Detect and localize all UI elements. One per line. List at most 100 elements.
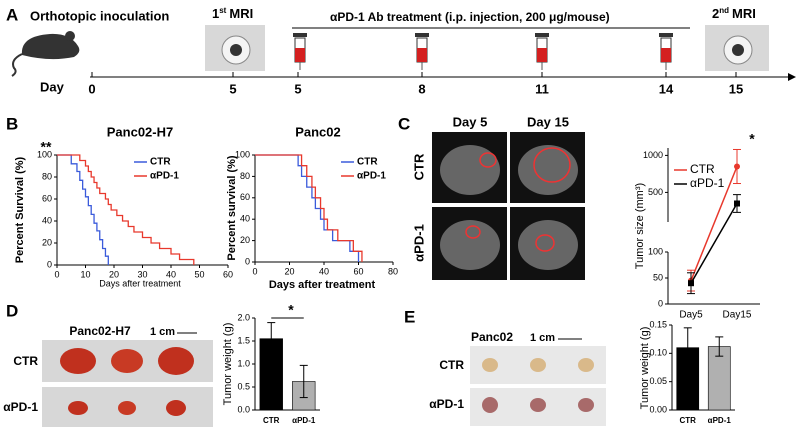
x-tick-label: CTR	[680, 416, 697, 425]
y-tick-label: 0.10	[649, 348, 667, 358]
y-tick-label: 0.5	[237, 381, 250, 391]
annotation: **	[41, 139, 52, 155]
mri-photo	[205, 25, 265, 71]
legend-label: CTR	[357, 157, 378, 168]
x-tick-label: 20	[109, 269, 119, 279]
legend-label: CTR	[150, 157, 171, 168]
syringe-plunger	[535, 33, 549, 37]
x-tick-label: 30	[137, 269, 147, 279]
y-tick-label: 60	[240, 192, 250, 202]
photo-title: Panc02	[471, 330, 513, 344]
row-label: CTR	[411, 153, 426, 180]
x-axis-label: Days after treatment	[269, 279, 376, 291]
row-label: αPD-1	[411, 224, 426, 262]
y-tick-label: 0.00	[649, 404, 667, 414]
legend-label: αPD-1	[690, 176, 725, 190]
scale-label: 1 cm	[150, 326, 175, 338]
x-axis-label: Days after treatment	[99, 278, 181, 288]
row-label: CTR	[439, 358, 464, 372]
mouse-icon	[11, 31, 80, 77]
y-axis-label: Tumor size (mm³)	[634, 183, 646, 269]
syringe-plunger	[293, 33, 307, 37]
syringe-fill	[417, 48, 427, 62]
y-tick-label: 0	[658, 298, 663, 308]
x-tick-label: 60	[353, 266, 363, 276]
y-axis-label: Percent survival (%)	[226, 155, 238, 260]
x-tick-label: CTR	[263, 416, 280, 425]
survival-curve	[57, 154, 195, 265]
panel-letter: B	[6, 114, 18, 133]
x-tick-label: 40	[166, 269, 176, 279]
day-label: 5	[294, 81, 301, 96]
survival-curve	[255, 154, 363, 262]
y-tick-label: 60	[42, 193, 52, 203]
panel-letter: E	[404, 307, 415, 326]
syringe-fill	[537, 48, 547, 62]
photo-title: Panc02-H7	[69, 324, 131, 338]
syringes	[293, 33, 673, 70]
y-tick-label: 1000	[643, 150, 663, 160]
day-label: 8	[418, 81, 425, 96]
x-tick-label: 80	[388, 266, 398, 276]
x-tick-label: Day15	[723, 310, 752, 321]
day-label: 0	[88, 81, 95, 96]
annotation: *	[749, 131, 755, 147]
timeline-label: Day	[40, 79, 65, 94]
y-tick-label: 1.0	[237, 358, 250, 368]
mri-suffix: nd	[719, 6, 729, 15]
marker	[734, 163, 740, 170]
treatment-label: αPD-1 Ab treatment (i.p. injection, 200 …	[330, 10, 610, 24]
y-tick-label: 80	[42, 171, 52, 181]
y-tick-label: 40	[240, 214, 250, 224]
y-tick-label: 100	[235, 149, 250, 159]
mri-number: 2	[712, 6, 719, 21]
x-tick-label: 60	[223, 269, 233, 279]
panel-letter: C	[398, 114, 410, 133]
y-tick-label: 50	[653, 272, 663, 282]
x-tick-label: αPD-1	[708, 416, 732, 425]
syringe-fill	[661, 48, 671, 62]
y-tick-label: 2.0	[237, 312, 250, 322]
trend-line	[690, 166, 738, 281]
x-tick-label: 0	[252, 266, 257, 276]
syringe-plunger	[659, 33, 673, 37]
x-tick-label: 20	[284, 266, 294, 276]
trend-line	[690, 203, 738, 284]
y-tick-label: 0	[245, 256, 250, 266]
mri-word: MRI	[229, 6, 253, 21]
day-label: 15	[729, 81, 743, 96]
x-tick-label: 40	[319, 266, 329, 276]
y-axis-label: Tumor weight (g)	[639, 327, 651, 410]
mri-label: 1st MRI	[212, 6, 253, 21]
legend-label: αPD-1	[357, 171, 386, 182]
day-label: 5	[229, 81, 236, 96]
y-tick-label: 0.15	[649, 319, 667, 329]
chart-title: Panc02	[295, 124, 341, 139]
row-label: αPD-1	[3, 400, 38, 414]
y-tick-label: 1.5	[237, 335, 250, 345]
legend-label: CTR	[690, 162, 715, 176]
marker	[688, 280, 694, 287]
y-tick-label: 0	[47, 259, 52, 269]
y-tick-label: 80	[240, 171, 250, 181]
mri-photo	[705, 25, 769, 71]
x-tick-label: 10	[80, 269, 90, 279]
legend-label: αPD-1	[150, 171, 179, 182]
row-label: αPD-1	[429, 397, 464, 411]
y-axis-label: Tumor weight (g)	[222, 323, 234, 406]
x-tick-label: Day5	[679, 310, 703, 321]
chart-title: Panc02-H7	[107, 124, 173, 139]
day-label: 11	[535, 81, 549, 96]
row-label: CTR	[13, 354, 38, 368]
y-tick-label: 500	[648, 187, 663, 197]
mri-word: MRI	[732, 6, 756, 21]
syringe-fill	[295, 48, 305, 62]
x-tick-label: αPD-1	[292, 416, 316, 425]
y-tick-label: 100	[37, 149, 52, 159]
y-axis-label: Percent Survival (%)	[14, 156, 26, 263]
day-label: 14	[659, 81, 674, 96]
y-tick-label: 100	[648, 246, 663, 256]
annotation: *	[288, 302, 294, 318]
mri-number: 1	[212, 6, 219, 21]
